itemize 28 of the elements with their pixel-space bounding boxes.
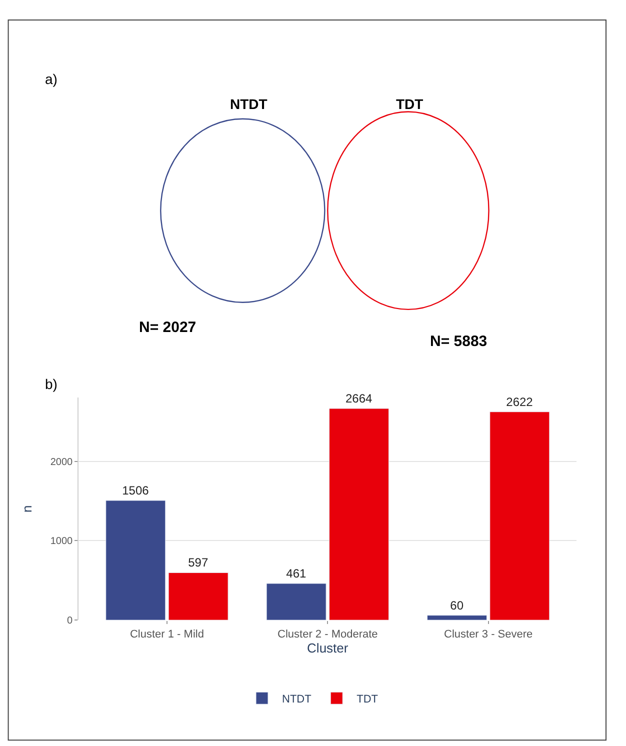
text: N= 5883 [430, 333, 488, 350]
bar [106, 500, 166, 620]
data-label: 461 [286, 566, 306, 580]
bar [168, 572, 228, 620]
text: NTDT [230, 96, 268, 112]
x-tick-label: Cluster 1 - Mild [130, 628, 204, 640]
bar [490, 412, 550, 620]
data-label: 597 [188, 556, 208, 570]
text: N= 2027 [139, 319, 196, 336]
text: TDT [396, 96, 424, 112]
bar [266, 583, 326, 620]
y-tick-label: 2000 [50, 456, 74, 468]
data-label: 2664 [345, 392, 372, 406]
legend-label: TDT [356, 693, 378, 706]
y-tick-label: 1000 [50, 536, 74, 548]
x-tick-label: Cluster 2 - Moderate [278, 628, 378, 640]
chart-title: b) [45, 376, 58, 392]
bar [328, 408, 389, 620]
legend-label: NTDT [282, 693, 312, 706]
bar [426, 615, 488, 620]
text: a) [45, 71, 58, 87]
x-axis-title: Cluster [307, 640, 349, 656]
y-tick-label: 0 [67, 616, 74, 627]
data-label: 2622 [506, 394, 534, 409]
data-label: 1506 [122, 483, 150, 498]
y-axis-title: n [19, 505, 34, 513]
x-tick-label: Cluster 3 - Severe [444, 628, 533, 640]
data-label: 60 [450, 598, 464, 612]
